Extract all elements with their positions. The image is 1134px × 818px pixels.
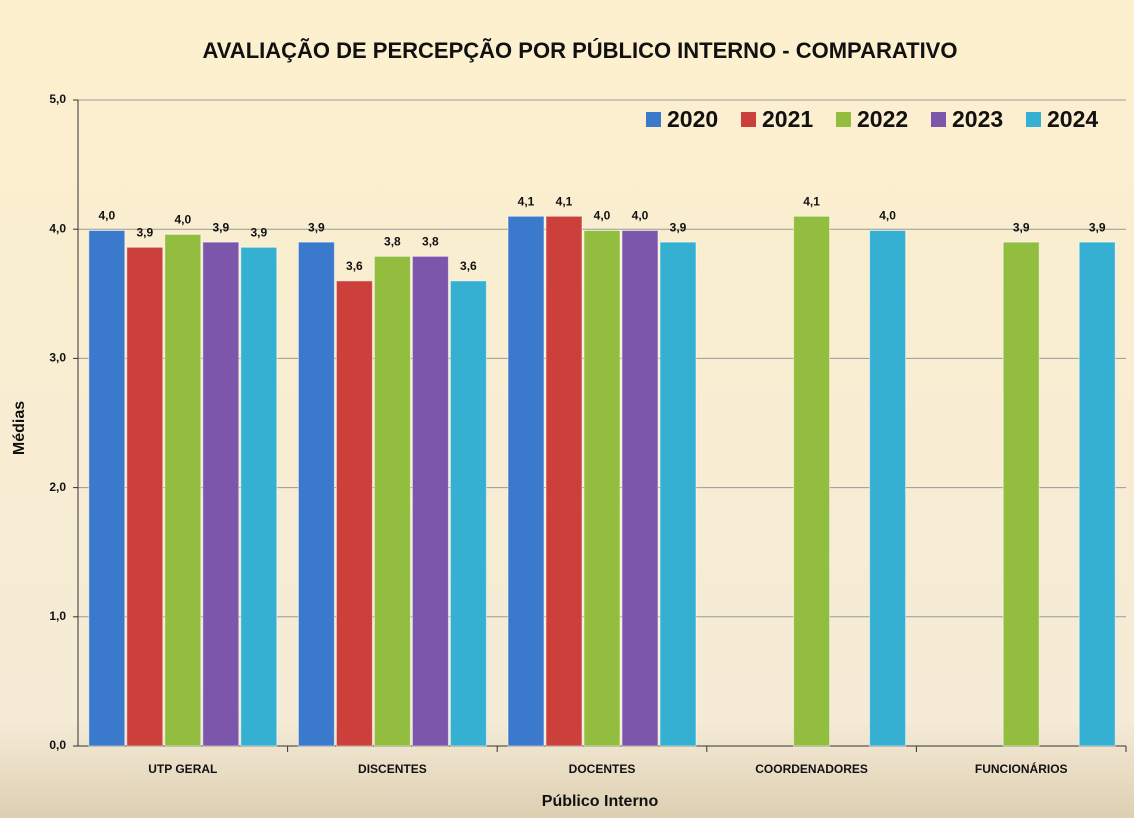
bar [659, 241, 697, 747]
value-label: 3,9 [1089, 220, 1106, 234]
y-tick-label: 2,0 [49, 480, 66, 494]
bar [240, 246, 278, 747]
legend-swatch [1026, 112, 1041, 127]
bar [1002, 241, 1040, 747]
x-axis-label: Público Interno [542, 793, 659, 810]
legend-swatch [646, 112, 661, 127]
bar [793, 215, 831, 747]
x-tick-label: UTP GERAL [148, 762, 217, 776]
value-label: 3,8 [384, 235, 401, 249]
bar [583, 229, 621, 747]
bar [164, 233, 202, 747]
legend-swatch [741, 112, 756, 127]
legend-label: 2022 [857, 106, 908, 132]
value-label: 3,6 [346, 259, 363, 273]
bar [411, 255, 449, 747]
legend-label: 2023 [952, 106, 1003, 132]
value-label: 3,9 [212, 220, 229, 234]
value-label: 4,0 [174, 213, 191, 227]
value-label: 3,9 [670, 220, 687, 234]
value-label: 4,1 [518, 194, 535, 208]
y-tick-label: 4,0 [49, 221, 66, 235]
y-tick-label: 3,0 [49, 351, 66, 365]
x-tick-label: FUNCIONÁRIOS [975, 761, 1068, 776]
legend-label: 2020 [667, 106, 718, 132]
x-tick-label: DISCENTES [358, 762, 427, 776]
bar [507, 215, 545, 747]
value-label: 3,9 [308, 220, 325, 234]
bar [373, 255, 411, 747]
y-tick-label: 1,0 [49, 609, 66, 623]
value-label: 3,8 [422, 235, 439, 249]
x-tick-label: DOCENTES [569, 762, 636, 776]
x-tick-label: COORDENADORES [755, 762, 868, 776]
value-label: 4,0 [632, 209, 649, 223]
y-axis-label: Médias [11, 401, 28, 455]
value-label: 4,1 [556, 194, 573, 208]
bar [297, 241, 335, 747]
bar [621, 229, 659, 747]
bar [126, 246, 164, 747]
bar [335, 280, 373, 747]
bar [202, 241, 240, 747]
value-label: 4,1 [803, 194, 820, 208]
bar [1078, 241, 1116, 747]
y-tick-label: 0,0 [49, 738, 66, 752]
bar [449, 280, 487, 747]
bar [88, 229, 126, 747]
value-label: 4,0 [879, 209, 896, 223]
legend-swatch [931, 112, 946, 127]
legend-label: 2024 [1047, 106, 1098, 132]
value-label: 4,0 [98, 209, 115, 223]
chart-title: AVALIAÇÃO DE PERCEPÇÃO POR PÚBLICO INTER… [203, 38, 958, 63]
value-label: 3,9 [1013, 220, 1030, 234]
value-label: 3,6 [460, 259, 477, 273]
bar [545, 215, 583, 747]
value-label: 3,9 [136, 225, 153, 239]
y-tick-label: 5,0 [49, 92, 66, 106]
value-label: 4,0 [594, 209, 611, 223]
legend-label: 2021 [762, 106, 813, 132]
legend-swatch [836, 112, 851, 127]
bar [869, 229, 907, 747]
value-label: 3,9 [250, 225, 267, 239]
